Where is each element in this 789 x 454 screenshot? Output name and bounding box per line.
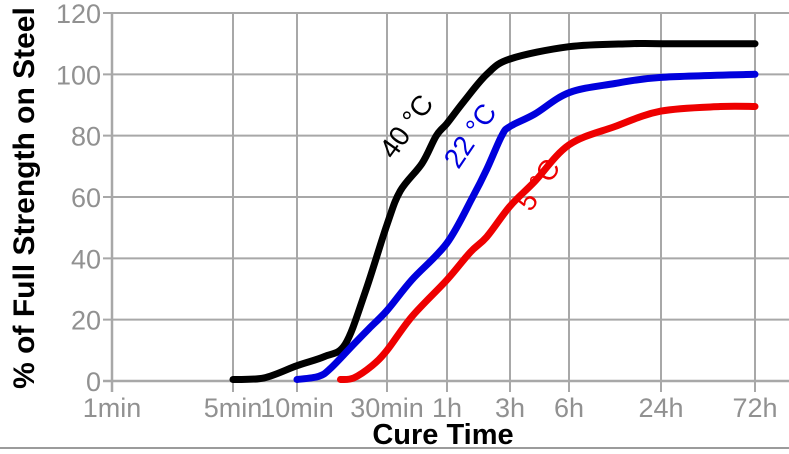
x-tick-label-6h: 6h [554,393,584,423]
x-tick-label-3h: 3h [495,393,525,423]
x-tick-label-1min: 1min [83,393,142,423]
y-tick-label-60: 60 [71,183,101,213]
curve-5c [337,102,759,383]
x-axis-title: Cure Time [372,419,514,451]
x-tick-label-30min: 30min [350,393,424,423]
x-tick-label-72h: 72h [732,393,777,423]
y-tick-label-120: 120 [56,0,101,29]
y-tick-label-80: 80 [71,122,101,152]
y-tick-label-40: 40 [71,244,101,274]
x-tick-label-10min: 10min [260,393,334,423]
y-tick-label-0: 0 [86,367,101,397]
bottom-divider [0,447,789,449]
y-tick-label-20: 20 [71,306,101,336]
curve-40c [229,39,759,383]
curve-22c [293,70,759,383]
curve-label-5c: 5 °C [510,153,566,216]
y-tick-label-100: 100 [56,60,101,90]
x-tick-label-1h: 1h [432,393,462,423]
x-tick-label-24h: 24h [638,393,683,423]
x-tick-label-5min: 5min [204,393,263,423]
